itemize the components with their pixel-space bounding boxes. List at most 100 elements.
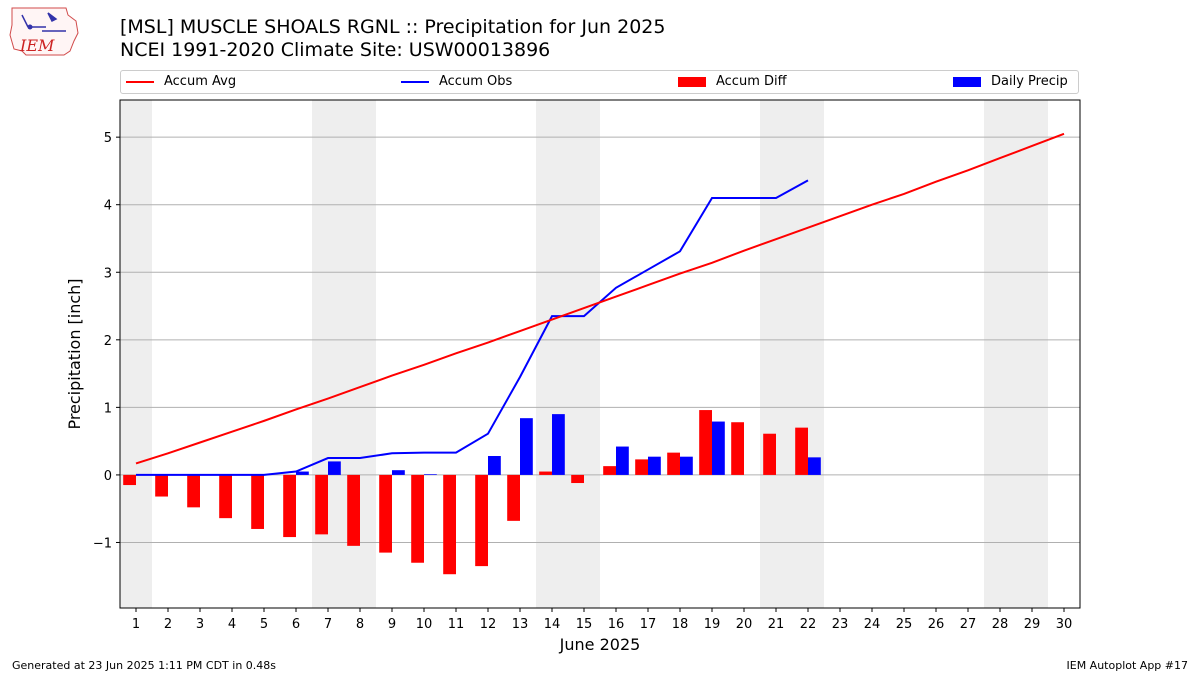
x-tick-label-17: 18: [672, 617, 689, 632]
legend-swatch-daily-precip: [953, 76, 981, 87]
y-tick-label-0: −1: [93, 536, 112, 551]
accum-diff-bar-9: [379, 474, 392, 553]
accum-diff-bar-1: [123, 474, 136, 486]
accum-diff-bar-17: [635, 459, 648, 475]
x-tick-label-5: 6: [292, 617, 300, 632]
daily-precip-bar-7: [328, 461, 341, 475]
accum-diff-bar-19: [699, 410, 712, 475]
accum-diff-bar-14: [539, 471, 552, 475]
x-tick-label-1: 2: [164, 617, 172, 632]
plot-frame: [119, 99, 1081, 609]
accum-diff-bar-8: [347, 474, 360, 546]
accum-diff-bar-20: [731, 422, 744, 475]
x-tick-label-27: 28: [992, 617, 1009, 632]
y-tick-label-2: 1: [104, 401, 112, 416]
accum-diff-bar-10: [411, 474, 424, 563]
daily-precip-bar-6: [296, 471, 309, 475]
legend-label-accum-avg: Accum Avg: [164, 74, 237, 89]
chart-title: [MSL] MUSCLE SHOALS RGNL :: Precipitatio…: [120, 16, 666, 38]
daily-precip-bar-18: [680, 456, 693, 475]
x-tick-label-12: 13: [512, 617, 529, 632]
legend: Accum Avg Accum Obs Accum Diff Daily Pre…: [120, 70, 1079, 94]
accum-diff-bar-6: [283, 474, 296, 538]
x-tick-label-24: 25: [896, 617, 913, 632]
x-tick-label-3: 4: [228, 617, 236, 632]
x-tick-label-8: 9: [388, 617, 396, 632]
y-tick-label-3: 2: [104, 334, 112, 349]
x-tick-label-28: 29: [1024, 617, 1041, 632]
accum-diff-bar-13: [507, 474, 520, 521]
legend-swatch-accum-avg: [126, 80, 154, 83]
legend-swatch-accum-obs: [401, 80, 429, 83]
y-tick-label-1: 0: [104, 469, 112, 484]
x-tick-label-16: 17: [640, 617, 657, 632]
accum-diff-bar-21: [763, 433, 776, 475]
accum-diff-bar-12: [475, 474, 488, 567]
x-tick-label-15: 16: [608, 617, 625, 632]
x-tick-label-11: 12: [480, 617, 497, 632]
x-tick-label-25: 26: [928, 617, 945, 632]
x-axis-label: June 2025: [559, 635, 641, 654]
y-tick-label-6: 5: [104, 131, 112, 146]
app-label: IEM Autoplot App #17: [1066, 659, 1189, 672]
chart-subtitle: NCEI 1991-2020 Climate Site: USW00013896: [120, 39, 551, 61]
legend-label-accum-obs: Accum Obs: [439, 74, 513, 89]
daily-precip-bar-9: [392, 470, 405, 475]
x-tick-label-26: 27: [960, 617, 977, 632]
weekend-shade-2: [536, 100, 600, 608]
logo-text: IEM: [19, 36, 55, 55]
y-axis-label: Precipitation [inch]: [65, 278, 84, 429]
x-tick-label-21: 22: [800, 617, 817, 632]
wind-vane-icon: [21, 12, 66, 32]
x-tick-label-29: 30: [1056, 617, 1073, 632]
weekend-shade-4: [984, 100, 1048, 608]
x-tick-label-23: 24: [864, 617, 881, 632]
daily-precip-bar-16: [616, 446, 629, 475]
x-tick-label-10: 11: [448, 617, 465, 632]
accum-diff-bar-15: [571, 474, 584, 484]
legend-item-accum-diff: Accum Diff: [678, 74, 787, 89]
y-tick-label-5: 4: [104, 199, 112, 214]
x-tick-label-6: 7: [324, 617, 332, 632]
accum-obs-line: [136, 179, 809, 476]
weekend-shade-0: [120, 100, 152, 608]
legend-item-accum-obs: Accum Obs: [401, 74, 512, 89]
accum-diff-bar-2: [155, 474, 168, 497]
daily-precip-bar-13: [520, 418, 533, 475]
daily-precip-bar-22: [808, 457, 821, 475]
accum-diff-bar-5: [251, 474, 264, 529]
accum-diff-bar-18: [667, 452, 680, 475]
accum-diff-bar-11: [443, 474, 456, 575]
accum-diff-bar-22: [795, 427, 808, 475]
sensor-icon: [27, 24, 33, 30]
legend-label-accum-diff: Accum Diff: [716, 74, 787, 89]
y-tick-label-4: 3: [104, 266, 112, 281]
legend-item-accum-avg: Accum Avg: [126, 74, 236, 89]
x-tick-label-20: 21: [768, 617, 785, 632]
x-tick-label-4: 5: [260, 617, 268, 632]
x-tick-label-18: 19: [704, 617, 721, 632]
daily-precip-bar-10: [424, 474, 437, 475]
weekend-shade-3: [760, 100, 824, 608]
accum-diff-bar-16: [603, 466, 616, 475]
daily-precip-bar-19: [712, 421, 725, 475]
daily-precip-bar-12: [488, 456, 501, 475]
accum-diff-bar-3: [187, 474, 200, 508]
x-tick-label-7: 8: [356, 617, 364, 632]
x-tick-label-13: 14: [544, 617, 561, 632]
daily-precip-bar-17: [648, 456, 661, 475]
accum-diff-bar-4: [219, 474, 232, 519]
legend-item-daily-precip: Daily Precip: [953, 74, 1068, 89]
legend-label-daily-precip: Daily Precip: [991, 74, 1068, 89]
legend-swatch-accum-diff: [678, 76, 706, 87]
generated-timestamp: Generated at 23 Jun 2025 1:11 PM CDT in …: [12, 659, 277, 672]
daily-precip-bar-14: [552, 414, 565, 475]
x-tick-label-0: 1: [132, 617, 140, 632]
x-tick-label-14: 15: [576, 617, 593, 632]
x-tick-label-22: 23: [832, 617, 849, 632]
x-tick-label-9: 10: [416, 617, 433, 632]
x-tick-label-2: 3: [196, 617, 204, 632]
x-tick-label-19: 20: [736, 617, 753, 632]
accum-diff-bar-7: [315, 474, 328, 535]
